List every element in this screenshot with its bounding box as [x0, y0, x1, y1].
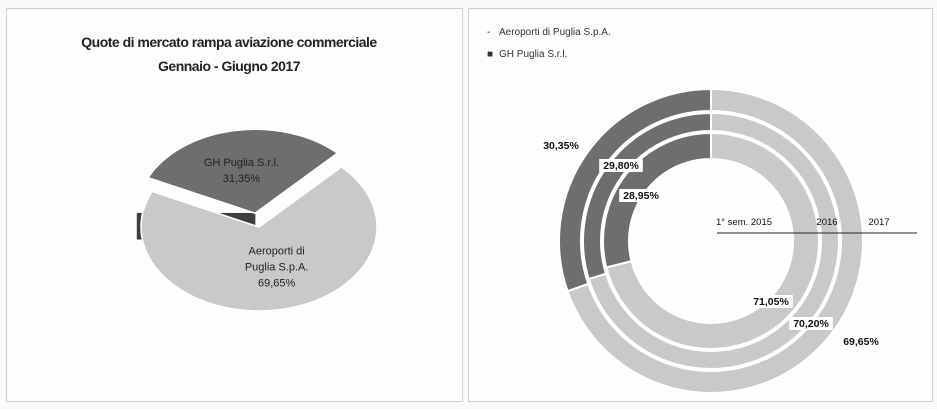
- pie-chart: Quote di mercato rampa aviazione commerc…: [81, 34, 378, 312]
- pie-slice-aeroporti: [140, 165, 378, 312]
- donut-label-gh-bg: [539, 139, 583, 152]
- donut-label-gh: 30,35%: [543, 140, 579, 152]
- pie-label-aeroporti: Aeroporti di: [248, 245, 304, 257]
- donut-segment-gh-2: [558, 87, 712, 293]
- pie-slice-gh: [147, 128, 339, 215]
- donut-label-aeroporti-bg: [749, 295, 793, 308]
- pie-chart-panel: Quote di mercato rampa aviazione commerc…: [6, 8, 463, 402]
- ring-name-label: 1° sem. 2015: [716, 217, 772, 228]
- donut-chart-panel: - Aeroporti di Puglia S.p.A. ■ GH Puglia S.…: [468, 8, 933, 402]
- pie-label-gh: 31,35%: [223, 173, 261, 185]
- donut-segment-aeroporti-2: [566, 87, 864, 394]
- donut-label-gh: 29,80%: [603, 160, 639, 172]
- donut-segment-gh-1: [582, 111, 712, 281]
- donut-label-aeroporti-bg: [789, 317, 833, 330]
- donut-label-gh-bg: [599, 159, 643, 172]
- donut-segment-aeroporti-0: [605, 131, 820, 350]
- donut-label-gh-bg: [619, 189, 663, 202]
- donut-chart: - Aeroporti di Puglia S.p.A. ■ GH Puglia S.…: [487, 27, 917, 394]
- donut-label-gh: 28,95%: [623, 190, 659, 202]
- pie-label-aeroporti: Puglia S.p.A.: [245, 261, 309, 273]
- pie-label-aeroporti: 69,65%: [258, 277, 296, 289]
- legend-marker-0: -: [487, 27, 490, 38]
- legend: - Aeroporti di Puglia S.p.A. ■ GH Puglia S.…: [487, 27, 611, 60]
- pie-chart-title: Quote di mercato rampa aviazione commerc…: [81, 34, 377, 50]
- legend-entry: GH Puglia S.r.l.: [499, 49, 567, 60]
- legend-entry: Aeroporti di Puglia S.p.A.: [499, 27, 611, 38]
- donut-label-aeroporti: 70,20%: [793, 318, 829, 330]
- donut-label-aeroporti: 71,05%: [753, 296, 789, 308]
- legend-marker-1: ■: [487, 49, 493, 60]
- donut-label-aeroporti: 69,65%: [843, 336, 879, 348]
- ring-name-label: 2016: [816, 217, 837, 228]
- pie-label-gh: GH Puglia S.r.l.: [204, 157, 279, 169]
- ring-name-label: 2017: [868, 217, 889, 228]
- donut-label-aeroporti-bg: [839, 335, 883, 348]
- pie-chart-subtitle: Gennaio - Giugno 2017: [158, 58, 301, 74]
